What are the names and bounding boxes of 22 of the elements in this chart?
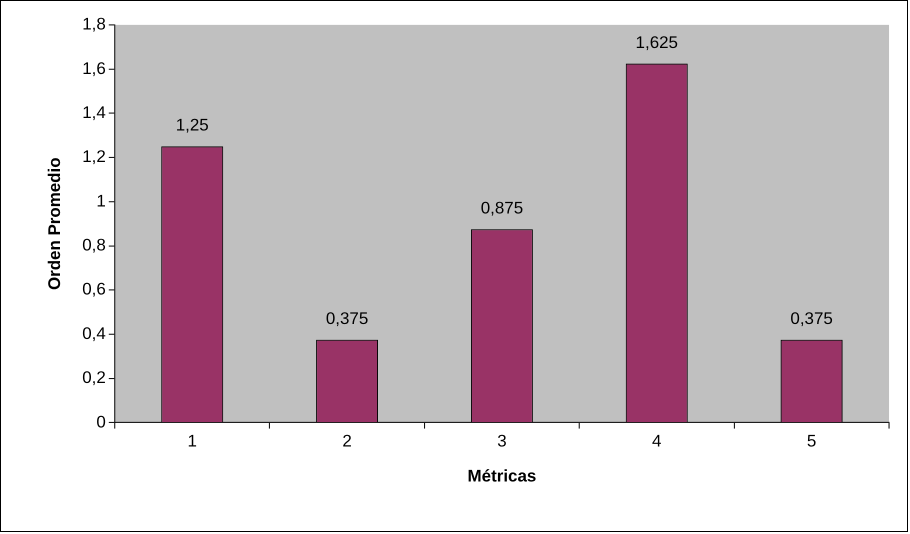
y-tick-label: 0,6 [82, 280, 106, 299]
y-tick-label: 0,4 [82, 324, 106, 343]
y-tick-label: 1,4 [82, 102, 106, 122]
data-label: 0,375 [326, 309, 368, 328]
x-tick-label: 2 [342, 431, 352, 450]
data-label: 0,375 [790, 309, 833, 328]
data-label: 0,875 [480, 198, 524, 218]
y-tick-label: 1,2 [82, 147, 106, 166]
y-tick-label: 1,6 [82, 58, 106, 78]
y-tick-label: 0,2 [82, 368, 106, 388]
data-label: 1,625 [636, 32, 678, 52]
x-tick-label: 5 [806, 431, 816, 450]
y-tick-label: 1,8 [82, 14, 106, 34]
x-axis-title: Métricas [468, 466, 536, 486]
x-tick-label: 1 [187, 431, 197, 450]
y-axis-title: Orden Promedio [44, 157, 64, 290]
y-tick-label: 0,8 [82, 236, 106, 255]
y-tick-label: 0 [96, 412, 106, 432]
y-tick-label: 1 [96, 191, 106, 210]
x-tick-label: 3 [497, 431, 507, 450]
x-tick-label: 4 [652, 431, 662, 450]
data-label: 1,25 [176, 116, 209, 135]
